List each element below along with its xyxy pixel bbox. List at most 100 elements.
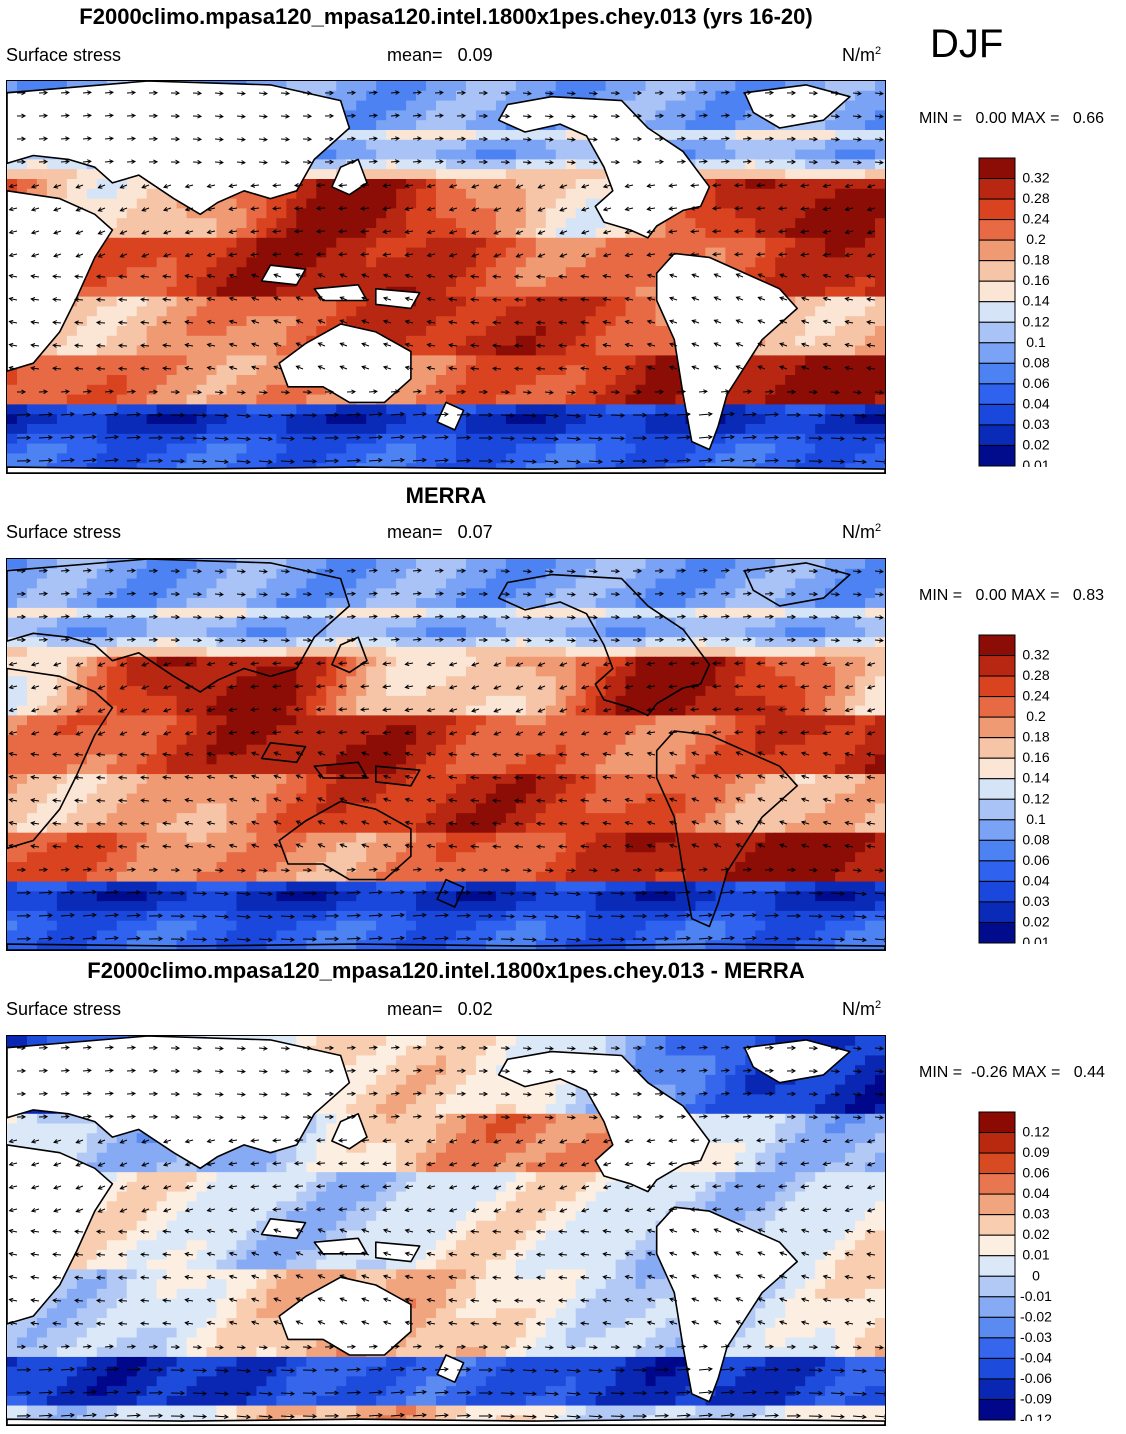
panel-3-colorbar-tick-label: -0.02 bbox=[1020, 1308, 1052, 1324]
season-label: DJF bbox=[930, 22, 1004, 66]
panel-3-colorbar-box bbox=[978, 1316, 1016, 1339]
panel-2-colorbar-box bbox=[978, 757, 1016, 780]
panel-2-colorbar-box bbox=[978, 737, 1016, 759]
panel-2-colorbar-tick-label: 0.14 bbox=[1022, 770, 1049, 786]
panel-2-colorbar-tick-label: 0.32 bbox=[1022, 647, 1049, 663]
panel-2-colorbar-tick-label: 0.08 bbox=[1022, 831, 1049, 847]
panel-1-stress-vectors bbox=[8, 90, 885, 465]
panel-3-colorbar-box bbox=[978, 1132, 1016, 1154]
panel-2-min-value: 0.00 bbox=[975, 587, 1007, 604]
panel-1-colorbar-tick-label: 0.02 bbox=[1022, 437, 1049, 453]
panel-2-colorbar-svg: 0.32 0.28 0.24 0.2 0.18 0.16 0.14 0.12 0.1 0.08 0.… bbox=[978, 634, 1050, 944]
panel-1-min-label: MIN = bbox=[919, 110, 963, 127]
panel-2-colorbar-box bbox=[978, 716, 1016, 739]
panel-1-colorbar: 0.32 0.28 0.24 0.2 0.18 0.16 0.14 0.12 0.1 0.08 0.… bbox=[978, 157, 1088, 467]
panel-1-colorbar-box bbox=[978, 157, 1016, 180]
panel-2-colorbar-tick-label: 0.18 bbox=[1022, 729, 1049, 745]
panel-3-coastlines bbox=[7, 1036, 885, 1425]
panel-3-mean: mean= 0.02 bbox=[387, 999, 493, 1020]
panel-1-colorbar-box bbox=[978, 362, 1016, 385]
panel-1-colorbar-tick-label: 0.32 bbox=[1022, 170, 1049, 186]
panel-2-colorbar-box bbox=[978, 839, 1016, 862]
panel-2-colorbar-box bbox=[978, 819, 1016, 841]
panel-3-map-svg bbox=[7, 1036, 885, 1425]
panel-2-mean: mean= 0.07 bbox=[387, 522, 493, 543]
panel-3-units: N/m2 bbox=[842, 999, 881, 1020]
panel-2-colorbar-tick-label: 0.06 bbox=[1022, 852, 1049, 868]
panel-2-colorbar-tick-label: 0.16 bbox=[1022, 749, 1049, 765]
panel-2-colorbar-tick-label: 0.28 bbox=[1022, 667, 1049, 683]
panel-3-colorbar-box bbox=[978, 1337, 1016, 1359]
panel-3-colorbar-tick-label: -0.09 bbox=[1020, 1391, 1052, 1407]
panel-2-map-svg bbox=[7, 559, 885, 950]
panel-2-colorbar-tick-label: 0.02 bbox=[1022, 914, 1049, 930]
panel-1-units-base: N/m bbox=[842, 45, 875, 65]
panel-3-colorbar-tick-label: 0.04 bbox=[1022, 1185, 1049, 1201]
panel-1-colorbar-tick-label: 0.2 bbox=[1026, 231, 1046, 247]
panel-1-colorbar-box bbox=[978, 403, 1016, 426]
panel-3-colorbar-box bbox=[978, 1255, 1016, 1277]
panel-1-colorbar-box bbox=[978, 321, 1016, 344]
panel-2-colorbar-tick-label: 0.2 bbox=[1026, 708, 1046, 724]
panel-1-colorbar-box bbox=[978, 301, 1016, 323]
panel-2-title: MERRA bbox=[405, 483, 487, 508]
panel-1-title: F2000climo.mpasa120_mpasa120.intel.1800x… bbox=[79, 4, 813, 29]
panel-1-colorbar-box bbox=[978, 383, 1016, 405]
panel-3-units-exp: 2 bbox=[875, 999, 882, 1011]
panel-2-colorbar-box bbox=[978, 921, 1016, 944]
panel-3-title: F2000climo.mpasa120_mpasa120.intel.1800x… bbox=[87, 958, 805, 983]
panel-3-colorbar-tick-label: -0.03 bbox=[1020, 1329, 1052, 1345]
panel-3-colorbar-box bbox=[978, 1111, 1016, 1134]
panel-2-colorbar-tick-label: 0.24 bbox=[1022, 688, 1049, 704]
panel-1-colorbar-box bbox=[978, 444, 1016, 467]
panel-1-colorbar-box bbox=[978, 178, 1016, 200]
panel-3-colorbar-box bbox=[978, 1152, 1016, 1175]
panel-2-colorbar: 0.32 0.28 0.24 0.2 0.18 0.16 0.14 0.12 0.1 0.08 0.… bbox=[978, 634, 1088, 944]
panel-3-colorbar-tick-label: 0 bbox=[1032, 1267, 1040, 1283]
panel-3-colorbar-tick-label: -0.06 bbox=[1020, 1370, 1052, 1386]
panel-2-colorbar-box bbox=[978, 655, 1016, 677]
panel-1-colorbar-tick-label: 0.1 bbox=[1026, 334, 1046, 350]
panel-2-colorbar-tick-label: 0.12 bbox=[1022, 790, 1049, 806]
panel-1-colorbar-tick-label: 0.03 bbox=[1022, 416, 1049, 432]
panel-1-colorbar-box bbox=[978, 280, 1016, 303]
panel-3-min-value: -0.26 bbox=[971, 1064, 1008, 1081]
panel-1-colorbar-tick-label: 0.04 bbox=[1022, 395, 1049, 411]
panel-1-coastlines bbox=[7, 81, 885, 473]
panel-2-colorbar-box bbox=[978, 634, 1016, 657]
panel-1-variable-label: Surface stress bbox=[6, 45, 122, 65]
panel-1-mean-label: mean= bbox=[387, 45, 443, 65]
panel-3-colorbar-box bbox=[978, 1234, 1016, 1257]
panel-2-units: N/m2 bbox=[842, 522, 881, 543]
panel-2-max-label: MAX = bbox=[1011, 587, 1060, 604]
panel-1-colorbar-box bbox=[978, 260, 1016, 282]
panel-2-map bbox=[6, 558, 886, 951]
panel-1-colorbar-box bbox=[978, 239, 1016, 262]
panel-3-colorbar-tick-label: 0.02 bbox=[1022, 1226, 1049, 1242]
panel-2-colorbar-tick-label: 0.01 bbox=[1022, 934, 1049, 944]
panel-2-colorbar-box bbox=[978, 778, 1016, 800]
panel-3-colorbar-box bbox=[978, 1173, 1016, 1195]
panel-2-colorbar-box bbox=[978, 901, 1016, 923]
panel-3-colorbar-tick-label: -0.04 bbox=[1020, 1349, 1052, 1365]
panel-2-units-exp: 2 bbox=[875, 522, 882, 534]
panel-3-colorbar-tick-label: 0.03 bbox=[1022, 1206, 1049, 1222]
panel-1-colorbar-tick-label: 0.01 bbox=[1022, 457, 1049, 467]
panel-1-min-value: 0.00 bbox=[975, 110, 1007, 127]
panel-1-map-svg bbox=[7, 81, 885, 473]
panel-1-colorbar-tick-label: 0.18 bbox=[1022, 252, 1049, 268]
panel-3-mean-label: mean= bbox=[387, 999, 443, 1019]
panel-3-min-label: MIN = bbox=[919, 1064, 963, 1081]
panel-3-map bbox=[6, 1035, 886, 1426]
panel-2-shaded-field bbox=[7, 559, 885, 950]
panel-2-variable-label: Surface stress bbox=[6, 522, 122, 542]
panel-2-stress-vectors bbox=[8, 568, 885, 943]
panel-3-colorbar-tick-label: -0.12 bbox=[1020, 1411, 1052, 1421]
panel-3-max-label: MAX = bbox=[1011, 1064, 1061, 1081]
panel-3-minmax: MIN = -0.26 MAX = 0.44 bbox=[919, 1064, 1105, 1082]
panel-3-colorbar-box bbox=[978, 1214, 1016, 1236]
panel-1-colorbar-tick-label: 0.16 bbox=[1022, 272, 1049, 288]
panel-1-max-value: 0.66 bbox=[1072, 110, 1105, 127]
panel-1-colorbar-tick-label: 0.24 bbox=[1022, 211, 1049, 227]
panel-1-minmax: MIN = 0.00 MAX = 0.66 bbox=[919, 110, 1104, 128]
